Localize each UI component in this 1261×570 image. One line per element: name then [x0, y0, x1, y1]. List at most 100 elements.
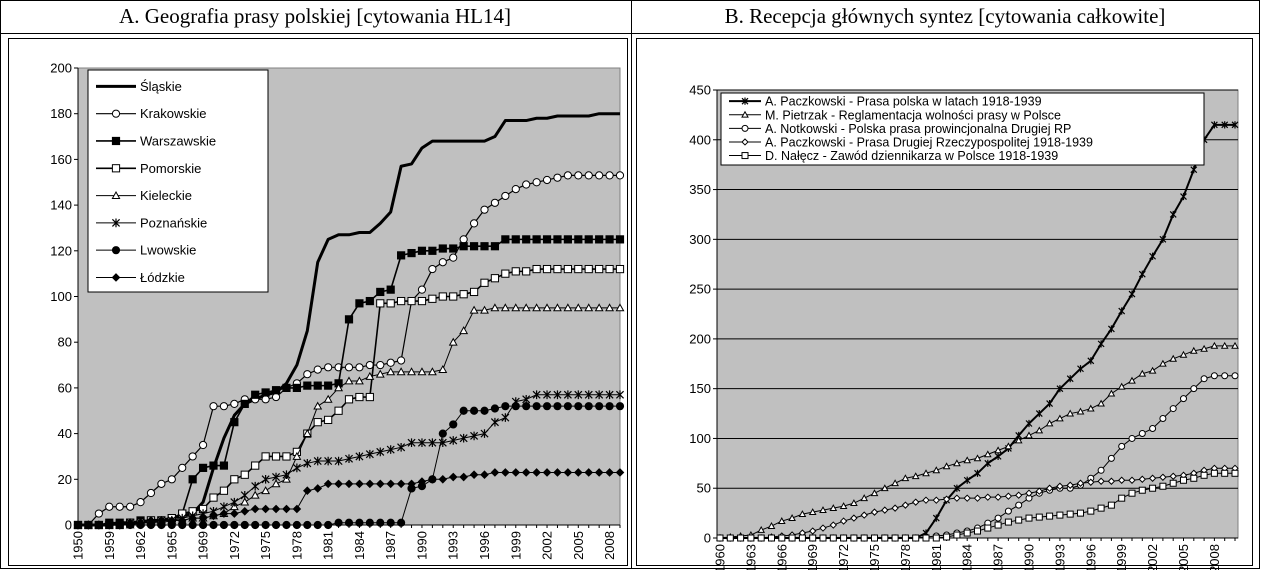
point-marker	[1221, 121, 1229, 129]
point-marker	[1066, 375, 1074, 383]
point-marker	[427, 367, 437, 376]
point-marker	[407, 367, 416, 376]
point-marker	[542, 303, 552, 312]
point-marker	[511, 185, 520, 194]
y-tick-label: 100	[50, 289, 72, 304]
point-marker	[334, 479, 343, 489]
point-marker	[798, 534, 806, 542]
point-marker	[480, 470, 489, 480]
point-marker	[932, 514, 940, 522]
point-marker	[584, 402, 593, 411]
point-marker	[595, 235, 604, 244]
point-marker	[376, 360, 385, 370]
legend-marker	[111, 164, 121, 173]
point-marker	[282, 383, 291, 392]
point-marker	[1190, 166, 1198, 174]
point-marker	[788, 514, 796, 521]
point-marker	[469, 406, 479, 415]
point-marker	[984, 493, 992, 501]
point-marker	[157, 479, 166, 488]
point-marker	[261, 388, 270, 397]
point-marker	[942, 495, 951, 503]
point-marker	[480, 278, 489, 287]
point-marker	[438, 429, 447, 438]
point-marker	[376, 287, 385, 297]
legend-marker	[741, 110, 749, 118]
y-tick-label: 180	[50, 106, 72, 121]
x-tick-label: 1990	[414, 531, 429, 560]
point-marker	[860, 534, 868, 542]
point-marker	[532, 235, 541, 244]
point-marker	[334, 383, 344, 392]
y-tick-label: 0	[65, 518, 72, 533]
x-tick-label: 1975	[867, 544, 882, 570]
point-marker	[860, 494, 869, 502]
point-marker	[1200, 471, 1208, 479]
x-tick-label: 1993	[1052, 544, 1067, 570]
point-marker	[375, 479, 385, 489]
point-marker	[1004, 518, 1012, 526]
point-marker	[459, 433, 468, 443]
point-marker	[511, 235, 520, 244]
point-marker	[313, 418, 322, 427]
y-tick-label: 400	[689, 132, 711, 147]
point-marker	[615, 264, 625, 274]
legend-label: A. Paczkowski - Prasa polska w latach 19…	[765, 95, 1042, 109]
y-tick-label: 150	[689, 381, 711, 396]
legend-label: Poznańskie	[140, 215, 207, 230]
point-marker	[1138, 369, 1147, 377]
point-marker	[595, 390, 604, 400]
point-marker	[819, 524, 827, 532]
point-marker	[230, 497, 239, 507]
legend-label: Łódzkie	[140, 270, 185, 285]
point-marker	[188, 475, 197, 484]
point-marker	[240, 497, 250, 506]
point-marker	[157, 516, 166, 525]
x-tick-label: 1969	[805, 544, 820, 570]
point-marker	[125, 518, 135, 528]
point-marker	[428, 246, 437, 255]
point-marker	[574, 390, 583, 400]
point-marker	[240, 470, 249, 479]
point-marker	[942, 462, 951, 470]
point-marker	[1138, 475, 1147, 483]
point-marker	[397, 518, 406, 527]
point-marker	[840, 534, 848, 542]
point-marker	[1159, 235, 1167, 243]
point-marker	[747, 534, 755, 542]
point-marker	[449, 436, 458, 445]
point-marker	[490, 417, 499, 427]
point-marker	[428, 474, 437, 484]
point-marker	[334, 406, 343, 415]
point-marker	[595, 402, 604, 411]
point-marker	[105, 502, 114, 511]
point-marker	[84, 520, 93, 530]
point-marker	[240, 506, 250, 516]
point-marker	[1107, 501, 1115, 509]
point-marker	[788, 534, 796, 542]
point-marker	[490, 303, 500, 312]
point-marker	[1159, 482, 1167, 490]
point-marker	[584, 264, 593, 274]
point-marker	[438, 474, 448, 484]
point-marker	[261, 486, 271, 495]
point-marker	[230, 475, 239, 484]
legend-label: Lwowskie	[140, 243, 196, 258]
point-marker	[563, 235, 572, 244]
point-marker	[532, 468, 541, 477]
point-marker	[449, 253, 458, 262]
point-marker	[1159, 359, 1167, 367]
point-marker	[777, 517, 786, 524]
legend-marker	[111, 246, 121, 255]
point-marker	[574, 264, 583, 274]
legend-marker	[741, 97, 749, 105]
point-marker	[522, 267, 531, 276]
point-marker	[334, 518, 343, 527]
point-marker	[459, 472, 468, 482]
point-marker	[282, 520, 291, 530]
point-marker	[532, 390, 541, 400]
point-marker	[1149, 424, 1157, 432]
point-marker	[973, 454, 982, 462]
point-marker	[1025, 419, 1033, 428]
